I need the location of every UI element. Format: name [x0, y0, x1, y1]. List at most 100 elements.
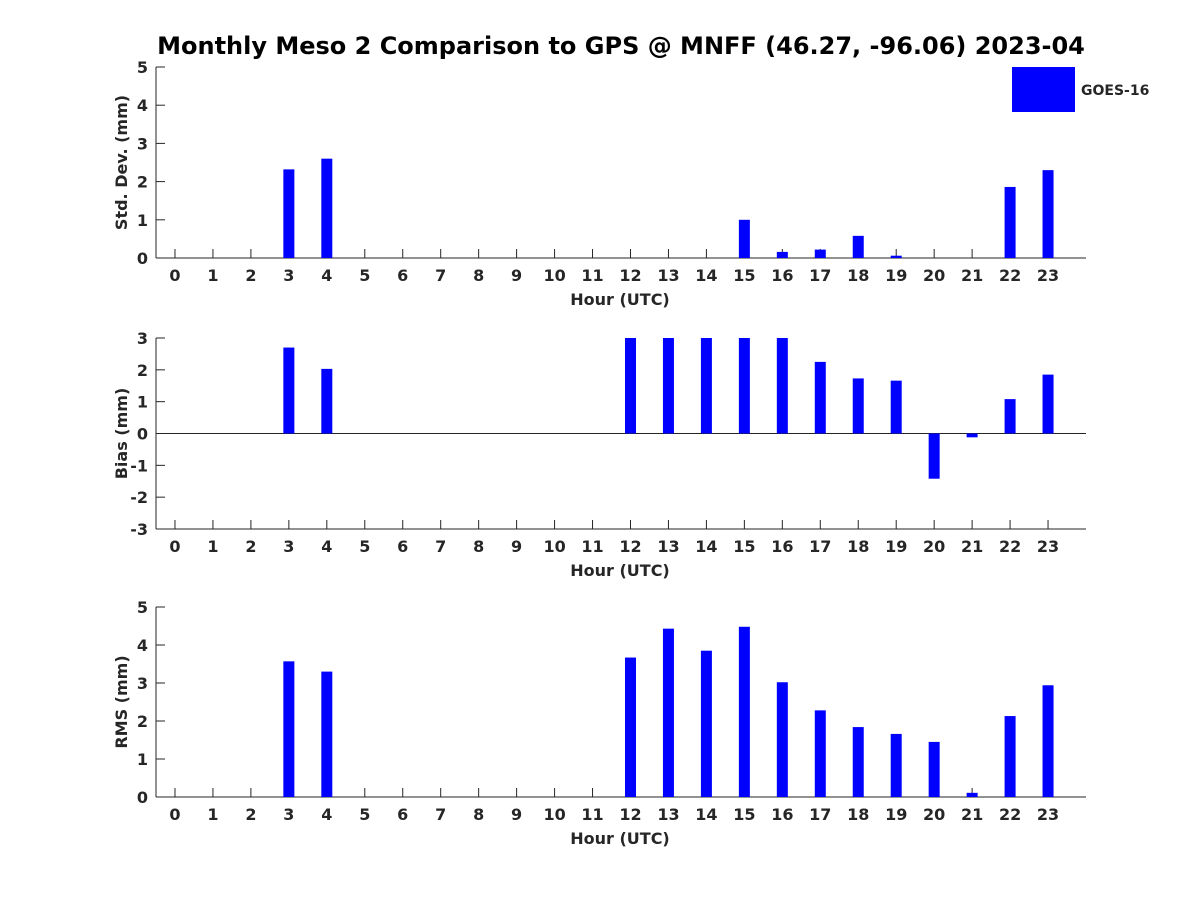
- bias-xtick-label: 7: [435, 537, 446, 556]
- std-xtick-label: 13: [657, 266, 679, 285]
- rms-xtick-label: 13: [657, 805, 679, 824]
- std-xtick-label: 8: [473, 266, 484, 285]
- bias-xtick-label: 22: [999, 537, 1021, 556]
- bias-xtick-label: 6: [397, 537, 408, 556]
- std-bar-hour-16: [776, 251, 788, 258]
- rms-ytick-label: 0: [137, 788, 148, 807]
- bias-ytick-label: 1: [137, 393, 148, 412]
- rms-ytick-label: 2: [137, 712, 148, 731]
- std-ytick-label: 5: [137, 58, 148, 77]
- std-xtick-label: 14: [695, 266, 717, 285]
- legend-swatch: [1012, 67, 1075, 112]
- std-ytick-label: 2: [137, 173, 148, 192]
- bias-xtick-label: 23: [1037, 537, 1059, 556]
- rms-bar-hour-16: [776, 682, 788, 797]
- legend-label: GOES-16: [1081, 83, 1149, 99]
- legend: GOES-16: [1012, 67, 1149, 112]
- std-bar-hour-23: [1042, 170, 1054, 258]
- rms-xtick-label: 21: [961, 805, 983, 824]
- rms-xtick-label: 22: [999, 805, 1021, 824]
- rms-xtick-label: 18: [847, 805, 869, 824]
- bias-bar-hour-16: [776, 338, 788, 434]
- rms-xtick-label: 20: [923, 805, 945, 824]
- rms-bar-hour-15: [738, 626, 750, 797]
- rms-xtick-label: 8: [473, 805, 484, 824]
- rms-bar-hour-12: [624, 657, 636, 797]
- rms-xtick-label: 1: [207, 805, 218, 824]
- rms-xtick-label: 10: [543, 805, 565, 824]
- bias-bar-hour-4: [321, 368, 333, 434]
- rms-ytick-label: 3: [137, 674, 148, 693]
- std-xtick-label: 1: [207, 266, 218, 285]
- bias-ytick-label: -3: [130, 520, 148, 539]
- rms-bar-hour-13: [662, 628, 674, 797]
- rms-xtick-label: 7: [435, 805, 446, 824]
- std-xtick-label: 15: [733, 266, 755, 285]
- std-bar-hour-3: [283, 169, 295, 258]
- rms-bar-hour-18: [852, 727, 864, 797]
- rms-xtick-label: 23: [1037, 805, 1059, 824]
- std-bar-hour-18: [852, 235, 864, 258]
- chart-title: Monthly Meso 2 Comparison to GPS @ MNFF …: [157, 32, 1085, 60]
- std-ytick-label: 0: [137, 249, 148, 268]
- bias-xlabel: Hour (UTC): [570, 561, 670, 580]
- bias-xtick-label: 19: [885, 537, 907, 556]
- std-bar-hour-22: [1004, 186, 1016, 258]
- std-xtick-label: 23: [1037, 266, 1059, 285]
- std-bar-hour-15: [738, 219, 750, 258]
- std-xtick-label: 20: [923, 266, 945, 285]
- bias-bar-hour-18: [852, 378, 864, 434]
- rms-bar-hour-22: [1004, 716, 1016, 797]
- bias-xtick-label: 16: [771, 537, 793, 556]
- bias-bar-hour-20: [928, 433, 940, 479]
- bias-ytick-label: -1: [130, 456, 148, 475]
- bias-ytick-label: 3: [137, 329, 148, 348]
- rms-xtick-label: 14: [695, 805, 717, 824]
- bias-xtick-label: 3: [283, 537, 294, 556]
- rms-ylabel: RMS (mm): [112, 655, 131, 748]
- rms-xtick-label: 17: [809, 805, 831, 824]
- std-xtick-label: 16: [771, 266, 793, 285]
- bias-bar-hour-22: [1004, 399, 1016, 434]
- bias-xtick-label: 1: [207, 537, 218, 556]
- bias-xtick-label: 12: [619, 537, 641, 556]
- bias-xtick-label: 9: [511, 537, 522, 556]
- std-bar-hour-4: [321, 158, 333, 258]
- bias-bar-hour-21: [966, 433, 978, 438]
- std-bar-hour-17: [814, 249, 826, 258]
- std-xtick-label: 9: [511, 266, 522, 285]
- rms-bar-hour-17: [814, 710, 826, 797]
- std-ytick-label: 4: [137, 96, 148, 115]
- bias-xtick-label: 5: [359, 537, 370, 556]
- rms-bar-hour-21: [966, 792, 978, 797]
- bias-xtick-label: 15: [733, 537, 755, 556]
- std-ytick-label: 3: [137, 134, 148, 153]
- std-xtick-label: 5: [359, 266, 370, 285]
- std-xtick-label: 7: [435, 266, 446, 285]
- std-xtick-label: 17: [809, 266, 831, 285]
- rms-ytick-label: 5: [137, 598, 148, 617]
- bias-ytick-label: 0: [137, 425, 148, 444]
- rms-xtick-label: 6: [397, 805, 408, 824]
- bias-ytick-label: 2: [137, 361, 148, 380]
- rms-xtick-label: 5: [359, 805, 370, 824]
- std-xtick-label: 11: [581, 266, 603, 285]
- bias-xtick-label: 2: [245, 537, 256, 556]
- bias-xtick-label: 20: [923, 537, 945, 556]
- std-ytick-label: 1: [137, 211, 148, 230]
- rms-bar-hour-14: [700, 650, 712, 797]
- std-xlabel: Hour (UTC): [570, 290, 670, 309]
- rms-ytick-label: 4: [137, 636, 148, 655]
- bias-ytick-label: -2: [130, 488, 148, 507]
- bias-bar-hour-3: [283, 347, 295, 434]
- std-ylabel: Std. Dev. (mm): [112, 95, 131, 230]
- rms-bar-hour-20: [928, 741, 940, 797]
- bias-bar-hour-17: [814, 361, 826, 434]
- rms-ytick-label: 1: [137, 750, 148, 769]
- std-xtick-label: 3: [283, 266, 294, 285]
